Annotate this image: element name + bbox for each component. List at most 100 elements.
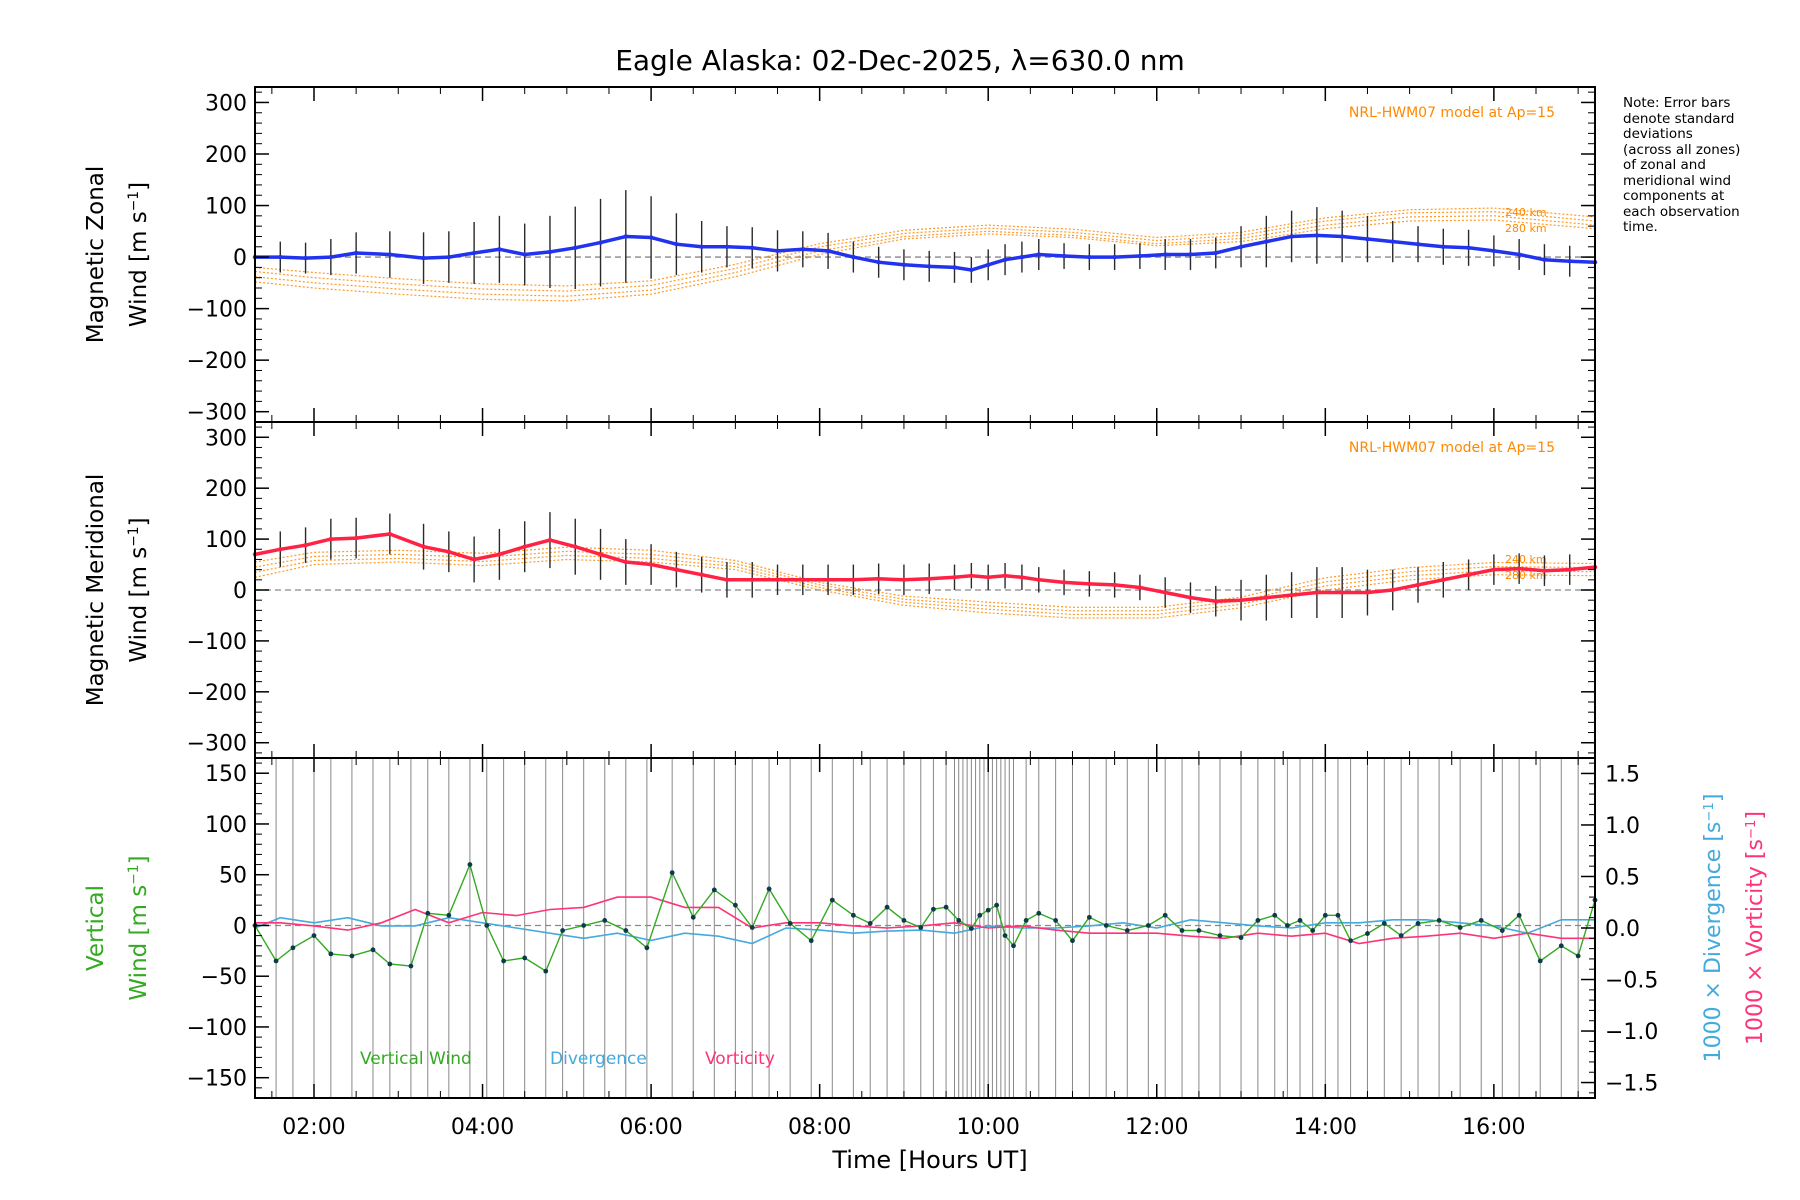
left-tick-label: 0 xyxy=(233,579,247,604)
vertical-wind-point xyxy=(425,910,431,916)
zonal-wind-point xyxy=(1112,254,1117,260)
left-tick-label: −100 xyxy=(187,1016,247,1041)
panel-meridional: NRL-HWM07 model at Ap=15 240 km 280 km −300… xyxy=(83,421,1598,759)
meridional-wind-point xyxy=(1264,595,1269,600)
vertical-wind-point xyxy=(273,958,279,964)
vertical-wind-point xyxy=(1124,928,1130,933)
meridional-wind-point xyxy=(303,543,308,548)
model-curve-3 xyxy=(254,550,1596,612)
vertical-wind-point xyxy=(1575,953,1581,959)
right-tick-label: 1.0 xyxy=(1605,814,1640,839)
meridional-wind-point xyxy=(278,547,283,552)
model-label: NRL-HWM07 model at Ap=15 xyxy=(1349,440,1555,456)
vertical-wind-point xyxy=(328,951,334,957)
vertical-wind-point xyxy=(1053,917,1059,923)
meridional-wind-point xyxy=(699,572,704,577)
meridional-wind-point xyxy=(1390,587,1395,593)
meridional-wind-point xyxy=(353,535,359,541)
vertical-wind-point xyxy=(349,953,355,959)
vertical-wind-point xyxy=(918,925,924,930)
zonal-wind-point xyxy=(278,254,283,260)
x-tick-label: 08:00 xyxy=(788,1115,851,1140)
vertical-wind-point xyxy=(808,938,814,944)
model-curve-2 xyxy=(254,215,1596,297)
zonal-wind-point xyxy=(648,235,654,240)
y-axis-label: Magnetic Zonal xyxy=(83,166,109,344)
left-tick-label: −100 xyxy=(187,630,247,655)
vertical-wind-point xyxy=(1162,912,1168,918)
right-tick-label: 0.5 xyxy=(1605,865,1640,890)
zonal-wind-point xyxy=(1137,253,1143,259)
left-tick-label: −300 xyxy=(187,732,247,757)
vertical-wind-point xyxy=(1011,943,1016,949)
meridional-wind-point xyxy=(775,577,780,583)
vertical-wind-point xyxy=(387,961,393,967)
zonal-wind-point xyxy=(750,245,755,250)
meridional-wind-point xyxy=(952,575,957,580)
meridional-wind-point xyxy=(522,544,527,549)
left-tick-label: −200 xyxy=(187,349,247,374)
meridional-wind-point xyxy=(1162,590,1168,595)
vertical-wind-point xyxy=(1381,921,1387,926)
zonal-wind-point xyxy=(303,255,308,261)
vertical-wind-point xyxy=(484,923,490,928)
zonal-wind-point xyxy=(1415,241,1421,247)
vertical-wind-point xyxy=(1348,938,1353,944)
meridional-wind-point xyxy=(598,552,603,557)
vertical-wind-point xyxy=(1398,933,1404,939)
meridional-wind-point xyxy=(750,577,755,583)
left-tick-label: 200 xyxy=(205,477,247,502)
vertical-wind-point xyxy=(829,897,835,903)
zonal-wind-point xyxy=(1339,234,1345,239)
zonal-wind-point xyxy=(623,234,629,239)
left-tick-label: 100 xyxy=(205,528,247,553)
vertical-wind-point xyxy=(408,963,414,969)
x-tick-label: 16:00 xyxy=(1462,1115,1525,1140)
vertical-wind-point xyxy=(311,933,317,939)
panel-frame xyxy=(254,757,1596,1099)
meridional-wind-point xyxy=(969,573,974,578)
zonal-wind-point xyxy=(471,250,477,256)
vertical-wind-point xyxy=(446,912,452,918)
panel-zonal: NRL-HWM07 model at Ap=15 240 km 280 km −300… xyxy=(83,86,1598,426)
y-axis-label: Magnetic Meridional xyxy=(83,474,109,707)
zonal-wind-point xyxy=(1162,252,1168,257)
zonal-wind-point xyxy=(775,248,780,254)
y-axis-label: Vertical xyxy=(83,885,109,971)
vertical-wind-point xyxy=(690,914,696,920)
y-axis-units-label: Wind [m s−1] xyxy=(126,855,152,1000)
meridional-wind-point xyxy=(724,577,730,583)
vertical-wind-point xyxy=(985,907,991,913)
x-tick-labels: 02:00 04:00 06:00 08:00 10:00 12:00 14:00 16:00 xyxy=(282,1115,1525,1140)
vertical-wind-point xyxy=(522,955,528,961)
vertical-wind-point xyxy=(1365,931,1370,936)
y-axis-units-label: Wind [m s−1] xyxy=(126,517,152,662)
zonal-wind-point xyxy=(1542,257,1547,262)
vertical-wind-point xyxy=(1070,938,1075,944)
vertical-wind-point xyxy=(370,947,376,953)
right-tick-label: 1.5 xyxy=(1605,762,1640,787)
vertical-wind-point xyxy=(943,904,949,910)
meridional-wind-point xyxy=(825,577,831,583)
zonal-wind-point xyxy=(699,244,704,249)
vertical-wind-point xyxy=(749,925,755,930)
meridional-wind-point xyxy=(1339,590,1345,595)
model-altitude-label: 280 km xyxy=(1505,569,1547,582)
vertical-wind-point xyxy=(1499,928,1505,933)
left-tick-label: −300 xyxy=(187,401,247,426)
vertical-wind-point xyxy=(1023,917,1029,923)
vertical-wind-point xyxy=(290,945,296,951)
vertical-wind-point xyxy=(1558,943,1564,949)
model-curve-3 xyxy=(254,211,1596,292)
zonal-wind-point xyxy=(421,255,426,261)
vertical-wind-point xyxy=(623,928,629,933)
meridional-wind-point xyxy=(1567,567,1572,572)
vertical-wind-point xyxy=(850,912,856,918)
left-tick-label: 50 xyxy=(219,864,247,889)
vertical-wind-point xyxy=(1238,935,1244,941)
zonal-wind-point xyxy=(522,252,527,257)
vertical-wind-point xyxy=(884,904,890,910)
meridional-wind-point xyxy=(573,544,578,549)
meridional-wind-point xyxy=(1491,567,1497,572)
left-tick-label: 150 xyxy=(205,762,247,787)
